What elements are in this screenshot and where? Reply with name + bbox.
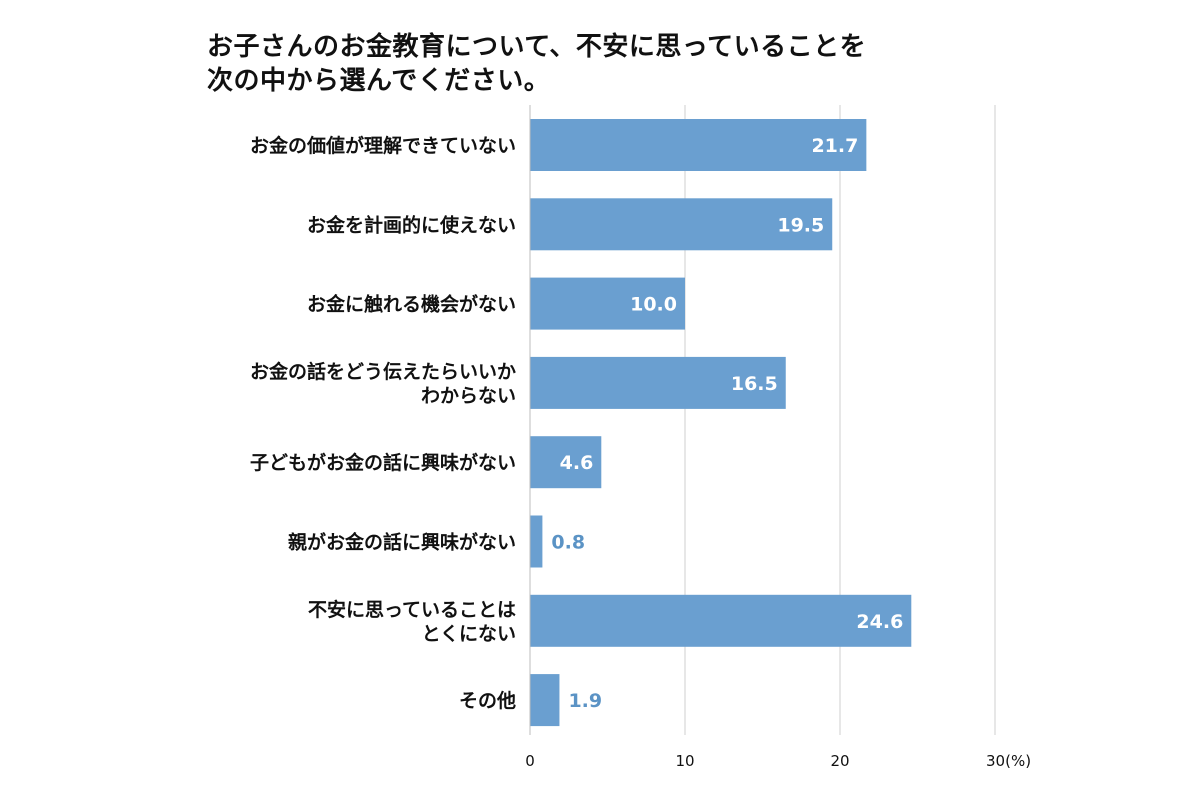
data-label: 16.5 — [731, 373, 778, 395]
data-label: 4.6 — [560, 452, 594, 474]
category-label: 不安に思っていることは — [308, 598, 516, 621]
data-label: 19.5 — [777, 214, 824, 236]
x-tick-label: 10 — [675, 752, 694, 770]
x-tick-label: 0 — [525, 752, 535, 770]
category-label: 子どもがお金の話に興味がない — [250, 451, 516, 474]
category-label: お金に触れる機会がない — [307, 293, 516, 316]
category-label: 親がお金の話に興味がない — [288, 531, 516, 554]
bar — [530, 356, 786, 409]
category-label: わからない — [421, 385, 516, 407]
chart-title-line-2: 次の中から選んでください。 — [207, 66, 551, 96]
bar — [530, 515, 543, 568]
category-label: お金を計画的に使えない — [307, 213, 516, 236]
bar — [530, 594, 912, 647]
category-label: その他 — [459, 689, 516, 712]
data-label: 0.8 — [551, 532, 585, 554]
bar — [530, 119, 867, 171]
data-label: 1.9 — [568, 690, 602, 712]
bar — [530, 198, 833, 251]
bar — [530, 674, 560, 727]
category-label: お金の話をどう伝えたらいいか — [250, 360, 516, 383]
category-label: とくにない — [422, 623, 516, 645]
bar — [530, 277, 685, 330]
category-label: お金の価値が理解できていない — [250, 134, 516, 157]
x-tick-label: 20 — [830, 752, 849, 770]
bar — [530, 436, 602, 489]
data-label: 10.0 — [630, 294, 677, 316]
x-tick-label: 30(%) — [986, 752, 1031, 770]
data-label: 24.6 — [856, 611, 903, 633]
chart-title-line-1: お子さんのお金教育について、不安に思っていることを — [207, 32, 867, 62]
data-label: 21.7 — [811, 135, 858, 157]
